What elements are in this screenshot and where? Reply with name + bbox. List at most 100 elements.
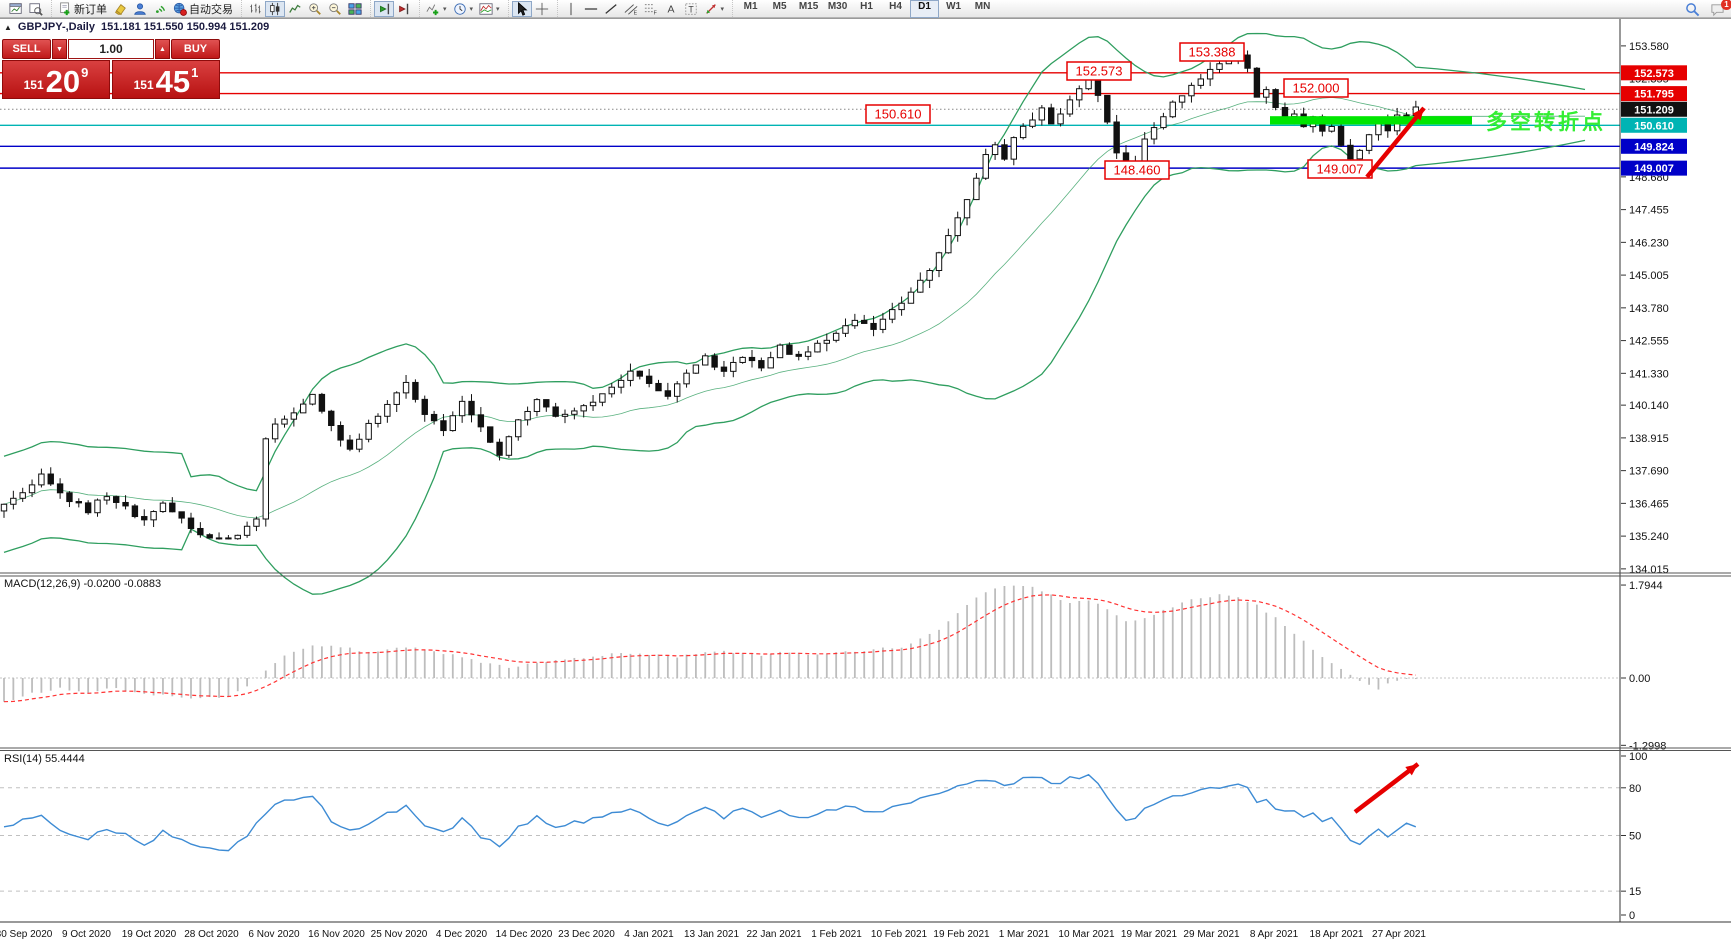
timeframe-h1-button[interactable]: H1	[860, 0, 873, 12]
svg-text:9 Oct 2020: 9 Oct 2020	[62, 929, 111, 940]
fibonacci-retracement-button[interactable]: F	[641, 1, 661, 17]
svg-text:50: 50	[1629, 831, 1641, 843]
file-group	[3, 0, 49, 17]
cursor-button[interactable]	[511, 0, 532, 17]
price-tag	[1621, 138, 1687, 154]
timeframe-m15-button[interactable]: M15	[798, 0, 819, 12]
svg-text:E: E	[633, 10, 637, 16]
text-label-button[interactable]: T	[681, 1, 701, 17]
rsi-panel	[0, 762, 1620, 892]
buy-button[interactable]: BUY	[171, 39, 220, 59]
periods-button[interactable]: ▾	[450, 1, 477, 17]
svg-text:10 Mar 2021: 10 Mar 2021	[1058, 929, 1115, 940]
candlestick-mode-button[interactable]	[265, 0, 285, 17]
timeframe-w1-button[interactable]: W1	[946, 0, 962, 12]
sell-price-big-figure: 151	[23, 78, 44, 92]
scroll-group	[370, 0, 417, 17]
vline-icon	[564, 2, 578, 16]
timeframe-h4-button[interactable]: H4	[889, 0, 902, 12]
trade-group: 新订单 自动交易	[51, 0, 239, 17]
svg-text:150.610: 150.610	[875, 107, 922, 122]
chart-shift-button[interactable]	[394, 1, 414, 17]
volume-down-stepper[interactable]: ▼	[52, 39, 67, 59]
new-chart-button[interactable]	[6, 1, 26, 17]
signals-button[interactable]	[150, 1, 170, 17]
chevron-down-icon[interactable]: ▾	[496, 5, 500, 13]
svg-text:22 Jan 2021: 22 Jan 2021	[746, 929, 801, 940]
volume-input[interactable]	[68, 39, 154, 59]
date-axis: 30 Sep 2020 9 Oct 2020 19 Oct 2020 28 Oct 2…	[0, 929, 1426, 940]
indicator-plus-icon	[426, 2, 440, 16]
chevron-down-icon[interactable]: ▾	[720, 5, 725, 13]
auto-trading-button[interactable]: 自动交易	[170, 1, 236, 17]
profiles-button[interactable]	[130, 1, 150, 17]
timeframe-d1-button[interactable]: D1	[910, 0, 940, 18]
zoom-in-icon	[308, 2, 322, 16]
line-chart-mode-button[interactable]	[285, 1, 305, 17]
svg-text:19 Feb 2021: 19 Feb 2021	[933, 929, 990, 940]
chevron-down-icon[interactable]: ▾	[469, 5, 474, 13]
svg-text:15: 15	[1629, 886, 1641, 898]
insert-group: ▾ ▾ ▾	[419, 0, 506, 17]
timeframe-mn-button[interactable]: MN	[974, 0, 991, 12]
new-order-label: 新订单	[74, 3, 107, 16]
indicators-button[interactable]: ▾	[423, 1, 450, 17]
templates-button[interactable]: ▾	[476, 1, 503, 17]
svg-text:135.240: 135.240	[1629, 531, 1669, 543]
equidistant-channel-button[interactable]: E	[621, 1, 641, 17]
trendline-button[interactable]	[601, 1, 621, 17]
price-callout-box	[1104, 160, 1170, 180]
vertical-line-button[interactable]	[561, 1, 581, 17]
toolbar: 新订单 自动交易 ▾ ▾ ▾ E F A T ▾ M1 M5 M15 M30 H1 H4 D1 W1 MN 1	[0, 0, 1731, 18]
timeframe-m5-button[interactable]: M5	[772, 0, 787, 12]
svg-text:0.00: 0.00	[1629, 673, 1650, 685]
svg-text:141.330: 141.330	[1629, 368, 1669, 380]
fibo-icon: F	[644, 2, 658, 16]
zoom-in-button[interactable]	[305, 1, 325, 17]
horizontal-line-button[interactable]	[581, 1, 601, 17]
price-tag	[1621, 65, 1687, 81]
svg-text:1 Mar 2021: 1 Mar 2021	[999, 929, 1050, 940]
buy-price-button[interactable]: 151 45 1	[112, 60, 220, 99]
search-button[interactable]	[1684, 1, 1701, 17]
macd-panel	[0, 585, 1620, 703]
svg-text:149.007: 149.007	[1317, 162, 1364, 177]
sell-price-button[interactable]: 151 20 9	[2, 60, 110, 99]
zoom-out-button[interactable]	[325, 1, 345, 17]
symbol-bar: ▲ GBPJPY-,Daily 151.181 151.550 150.994 …	[4, 21, 269, 33]
arrows-button[interactable]: ▾	[701, 1, 728, 17]
volume-up-stepper[interactable]: ▲	[155, 39, 170, 59]
svg-text:153.580: 153.580	[1629, 41, 1669, 53]
collapse-icon[interactable]: ▲	[4, 22, 12, 32]
eraser-button[interactable]	[110, 1, 130, 17]
svg-text:152.573: 152.573	[1634, 68, 1674, 80]
notifications-button[interactable]: 1	[1709, 0, 1731, 17]
svg-text:151.209: 151.209	[1634, 104, 1674, 116]
crosshair-button[interactable]	[532, 1, 552, 17]
chart-type-group	[241, 0, 368, 17]
text-button[interactable]: A	[661, 1, 681, 17]
svg-text:23 Dec 2020: 23 Dec 2020	[558, 929, 615, 940]
auto-scroll-button[interactable]	[374, 0, 394, 17]
svg-text:148.460: 148.460	[1114, 163, 1161, 178]
svg-text:143.780: 143.780	[1629, 303, 1669, 315]
profiles-preview-button[interactable]	[26, 1, 46, 17]
clock-icon	[453, 2, 467, 16]
svg-text:25 Nov 2020: 25 Nov 2020	[371, 929, 428, 940]
toolbar-right-cluster: 1	[1684, 0, 1731, 17]
svg-text:149.007: 149.007	[1634, 163, 1674, 175]
svg-text:136.465: 136.465	[1629, 498, 1669, 510]
rsi-line	[3, 773, 1417, 852]
timeframe-m1-button[interactable]: M1	[743, 0, 758, 12]
bar-chart-mode-button[interactable]	[245, 1, 265, 17]
tile-windows-button[interactable]	[345, 1, 365, 17]
buy-price-big-figure: 151	[133, 78, 154, 92]
price-tag	[1621, 86, 1687, 102]
new-order-button[interactable]: 新订单	[55, 1, 110, 17]
chevron-down-icon[interactable]: ▾	[443, 5, 447, 13]
autoscroll-icon	[377, 2, 391, 16]
timeframe-m30-button[interactable]: M30	[827, 0, 848, 12]
sell-button[interactable]: SELL	[2, 39, 51, 59]
